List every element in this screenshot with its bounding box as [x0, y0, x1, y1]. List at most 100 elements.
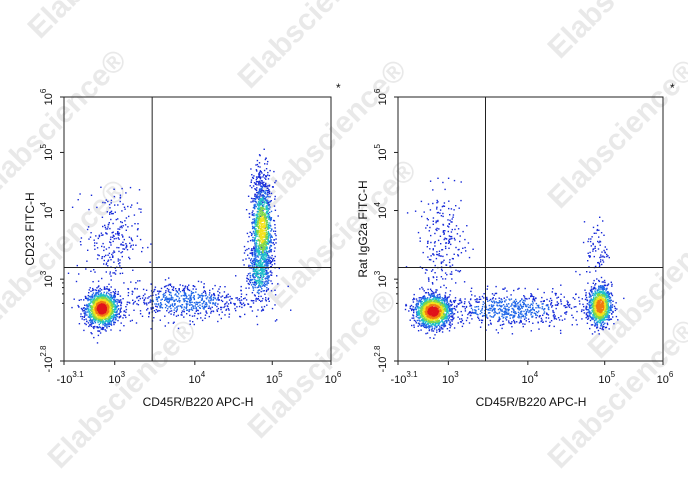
event-dot — [266, 207, 269, 209]
event-dot — [602, 281, 605, 283]
event-dot — [450, 319, 452, 321]
event-dot — [266, 235, 268, 237]
event-dot — [109, 308, 112, 310]
event-dot — [529, 305, 531, 307]
event-dot — [599, 286, 602, 288]
event-dot — [87, 311, 89, 313]
event-dot — [83, 309, 85, 312]
event-dot — [250, 267, 252, 269]
event-dot — [564, 306, 567, 309]
event-dot — [489, 315, 491, 317]
event-dot — [258, 247, 260, 249]
event-dot — [465, 319, 468, 322]
event-dot — [113, 298, 115, 301]
event-dot — [273, 243, 275, 246]
event-dot — [592, 242, 594, 245]
event-dot — [273, 170, 275, 173]
event-dot — [248, 265, 250, 268]
event-dot — [189, 323, 191, 325]
event-dot — [261, 215, 263, 217]
event-dot — [261, 253, 263, 255]
event-dot — [598, 262, 600, 265]
event-dot — [156, 290, 159, 292]
event-dot — [450, 238, 452, 240]
event-dot — [155, 303, 158, 305]
event-dot — [121, 255, 123, 258]
event-dot — [183, 289, 185, 291]
event-dot — [261, 281, 263, 283]
event-dot — [268, 204, 270, 207]
event-dot — [442, 261, 444, 263]
event-dot — [447, 219, 449, 221]
event-dot — [246, 232, 249, 235]
event-dot — [264, 248, 266, 250]
event-dot — [224, 303, 226, 305]
event-dot — [611, 304, 614, 306]
event-dot — [531, 295, 533, 297]
event-dot — [110, 296, 113, 298]
event-dot — [105, 317, 107, 320]
event-dot — [255, 197, 257, 199]
event-dot — [576, 310, 578, 313]
event-dot — [251, 262, 254, 264]
event-dot — [261, 262, 264, 264]
event-dot — [249, 274, 251, 277]
event-dot — [275, 234, 277, 237]
event-dot — [433, 337, 435, 339]
event-dot — [106, 320, 108, 322]
event-dot — [174, 303, 176, 305]
event-dot — [261, 272, 263, 274]
event-dot — [226, 294, 228, 297]
event-dot — [253, 270, 255, 272]
event-dot — [608, 292, 611, 295]
event-dot — [105, 293, 108, 295]
event-dot — [608, 328, 610, 330]
event-dot — [166, 298, 168, 301]
event-dot — [87, 306, 89, 308]
event-dot — [214, 303, 216, 305]
event-dot — [260, 171, 262, 173]
event-dot — [271, 272, 273, 274]
event-dot — [246, 278, 249, 280]
event-dot — [112, 305, 114, 307]
event-dot — [261, 227, 263, 230]
event-dot — [170, 299, 172, 301]
event-dot — [106, 228, 109, 230]
event-dot — [120, 225, 123, 227]
event-dot — [265, 225, 267, 227]
event-dot — [266, 260, 269, 263]
event-dot — [603, 256, 606, 258]
event-dot — [463, 281, 466, 283]
event-dot — [122, 225, 124, 227]
event-dot — [267, 239, 269, 242]
event-dot — [589, 296, 591, 298]
event-dot — [263, 169, 266, 172]
event-dot — [246, 275, 249, 277]
event-dot — [258, 281, 261, 283]
event-dot — [124, 314, 126, 317]
event-dot — [90, 299, 92, 301]
event-dot — [522, 303, 525, 306]
event-dot — [256, 315, 258, 318]
event-dot — [599, 256, 601, 259]
event-dot — [110, 313, 112, 315]
event-dot — [123, 248, 126, 250]
event-dot — [560, 332, 562, 334]
event-dot — [453, 313, 456, 315]
event-dot — [451, 320, 453, 322]
event-dot — [184, 286, 186, 288]
event-dot — [471, 318, 473, 320]
event-dot — [114, 299, 116, 301]
event-dot — [256, 218, 259, 220]
event-dot — [119, 262, 121, 264]
event-dot — [114, 267, 116, 269]
event-dot — [257, 233, 259, 235]
event-dot — [420, 200, 423, 203]
event-dot — [464, 308, 466, 310]
event-dot — [460, 199, 462, 202]
event-dot — [435, 257, 438, 260]
event-dot — [547, 308, 550, 310]
event-dot — [492, 305, 494, 307]
event-dot — [111, 306, 114, 308]
event-dot — [169, 305, 171, 308]
